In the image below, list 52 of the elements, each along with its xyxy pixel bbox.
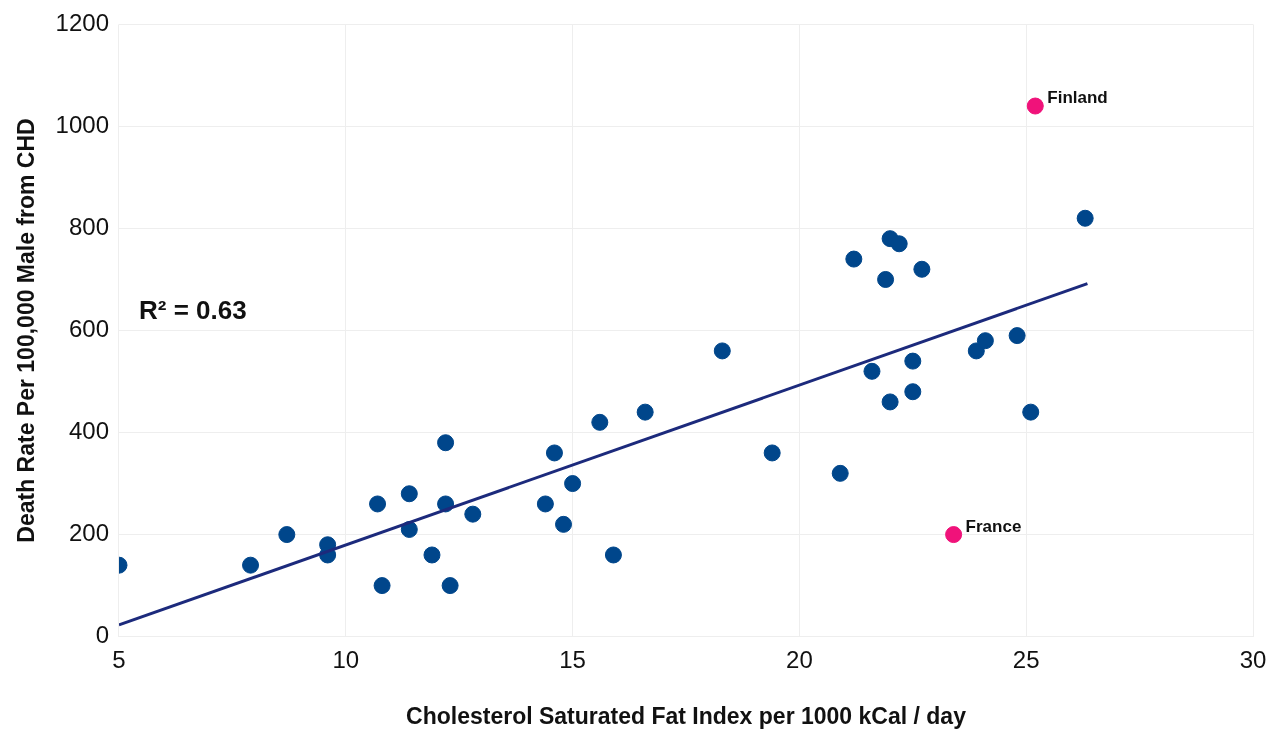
point [373, 577, 391, 595]
point [441, 577, 459, 595]
point [536, 495, 554, 513]
annotation: France [965, 516, 1022, 536]
point [881, 393, 899, 411]
y-tick-label: 0 [95, 621, 109, 649]
point [1022, 403, 1040, 421]
x-tick-label: 20 [786, 645, 813, 673]
x-axis-title: Cholesterol Saturated Fat Index per 1000 kCal / day [406, 702, 967, 729]
point [437, 434, 455, 452]
y-tick-label: 1200 [55, 9, 109, 37]
point [545, 444, 563, 462]
point [877, 270, 895, 288]
point [423, 546, 441, 564]
point [863, 362, 881, 380]
point [967, 342, 985, 360]
point [976, 332, 994, 350]
point [904, 352, 922, 370]
point [464, 505, 482, 523]
point [278, 526, 296, 544]
x-tick-label: 5 [112, 645, 126, 673]
y-tick-label: 600 [68, 315, 109, 343]
point [713, 342, 731, 360]
point [1076, 209, 1094, 227]
point [591, 413, 609, 431]
point [242, 556, 260, 574]
point [945, 526, 963, 544]
point [831, 464, 849, 482]
x-tick-label: 15 [559, 645, 586, 673]
point [913, 260, 931, 278]
point [369, 495, 387, 513]
y-tick-label: 200 [68, 519, 109, 547]
point [400, 485, 418, 503]
y-axis-title: Death Rate Per 100,000 Male from CHD [13, 118, 40, 543]
x-tick-label: 25 [1012, 645, 1040, 673]
point [636, 403, 654, 421]
point [904, 383, 922, 401]
y-tick-label: 1000 [55, 111, 109, 139]
point [763, 444, 781, 462]
y-tick-label: 800 [68, 213, 109, 241]
y-tick-label: 400 [68, 417, 109, 445]
point [564, 475, 582, 493]
point [555, 515, 573, 533]
point [890, 235, 908, 253]
annotation: Finland [1047, 88, 1108, 108]
annotation: R² = 0.63 [138, 295, 247, 326]
x-tick-label: 30 [1239, 645, 1267, 673]
point [1026, 97, 1044, 115]
x-tick-label: 10 [332, 645, 360, 673]
point [845, 250, 863, 268]
point [1008, 327, 1026, 345]
point [604, 546, 622, 564]
